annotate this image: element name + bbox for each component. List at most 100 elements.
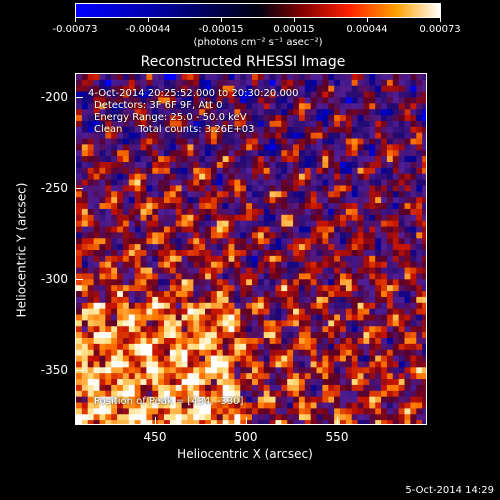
heatmap-cell — [334, 109, 341, 116]
heatmap-cell — [392, 115, 400, 122]
heatmap-cell — [222, 408, 230, 415]
heatmap-cell — [99, 226, 106, 233]
heatmap-cell — [398, 367, 406, 374]
heatmap-cell — [422, 156, 426, 163]
heatmap-cell — [146, 320, 153, 327]
heatmap-cell — [257, 349, 265, 357]
heatmap-cell — [269, 355, 276, 362]
colorbar — [75, 3, 441, 18]
heatmap-cell — [87, 162, 95, 169]
heatmap-cell — [304, 162, 312, 169]
colorbar-unit: (photons cm⁻² s⁻¹ asec⁻²) — [193, 37, 323, 48]
heatmap-cell — [222, 338, 230, 345]
heatmap-cell — [134, 349, 142, 357]
heatmap-cell — [134, 162, 142, 169]
heatmap-cell — [381, 379, 388, 386]
heatmap-cell — [181, 103, 188, 110]
heatmap-cell — [146, 203, 153, 210]
heatmap-cell — [404, 384, 411, 392]
heatmap-cell — [275, 120, 282, 128]
heatmap-cell — [381, 220, 388, 228]
heatmap-cell — [404, 214, 411, 222]
heatmap-cell — [222, 179, 230, 186]
heatmap-cell — [81, 97, 89, 104]
heatmap-cell — [252, 384, 259, 392]
heatmap-cell — [164, 302, 171, 310]
heatmap-cell — [228, 208, 235, 216]
heatmap-cell — [152, 349, 159, 357]
heatmap-cell — [381, 79, 388, 87]
heatmap-cell — [205, 332, 212, 339]
heatmap-cell — [281, 402, 288, 409]
heatmap-cell — [169, 238, 177, 245]
heatmap-cell — [205, 261, 212, 269]
heatmap-cell — [146, 79, 153, 87]
heatmap-cell — [351, 197, 359, 204]
heatmap-cell — [263, 332, 271, 339]
heatmap-cell — [287, 226, 294, 233]
heatmap-cell — [199, 74, 206, 81]
heatmap-cell — [404, 74, 411, 81]
heatmap-cell — [122, 214, 130, 222]
heatmap-cell — [169, 361, 177, 368]
heatmap-cell — [234, 320, 241, 327]
heatmap-cell — [87, 373, 95, 380]
heatmap-cell — [363, 291, 370, 298]
heatmap-cell — [369, 373, 376, 380]
heatmap-cell — [293, 203, 300, 210]
heatmap-cell — [134, 338, 142, 345]
heatmap-cell — [246, 267, 253, 274]
heatmap-cell — [128, 185, 136, 192]
heatmap-cell — [386, 150, 394, 157]
heatmap-cell — [246, 191, 253, 198]
heatmap-cell — [93, 103, 100, 110]
heatmap-cell — [340, 91, 347, 98]
heatmap-cell — [281, 320, 288, 327]
heatmap-cell — [416, 390, 423, 398]
heatmap-cell — [193, 126, 200, 134]
heatmap-cell — [281, 414, 288, 421]
heatmap-cell — [316, 379, 323, 386]
heatmap-cell — [345, 208, 353, 216]
heatmap-cell — [246, 373, 253, 380]
heatmap-cell — [416, 91, 423, 98]
heatmap-cell — [375, 314, 382, 321]
heatmap-cell — [281, 408, 288, 415]
heatmap-cell — [304, 414, 312, 421]
heatmap-cell — [158, 408, 165, 415]
heatmap-cell — [281, 244, 288, 251]
heatmap-cell — [169, 132, 177, 140]
heatmap-cell — [93, 244, 100, 251]
heatmap-cell — [246, 326, 253, 333]
heatmap-cell — [210, 150, 218, 157]
heatmap-cell — [205, 285, 212, 292]
heatmap-cell — [87, 408, 95, 415]
heatmap-cell — [310, 185, 318, 192]
heatmap-cell — [128, 191, 136, 198]
heatmap-cell — [234, 279, 241, 286]
heatmap-cell — [81, 296, 89, 304]
heatmap-cell — [228, 384, 235, 392]
colorbar-tick — [294, 18, 295, 22]
heatmap-cell — [152, 355, 159, 362]
heatmap-cell — [199, 349, 206, 357]
heatmap-cell — [381, 232, 388, 239]
heatmap-cell — [164, 162, 171, 169]
heatmap-cell — [404, 238, 411, 245]
heatmap-cell — [76, 173, 83, 181]
heatmap-cell — [158, 384, 165, 392]
heatmap-cell — [275, 208, 282, 216]
heatmap-cell — [322, 150, 329, 157]
heatmap-cell — [128, 197, 136, 204]
heatmap-cell — [416, 179, 423, 186]
heatmap-cell — [228, 162, 235, 169]
heatmap-cell — [404, 390, 411, 398]
heatmap-cell — [410, 103, 417, 110]
heatmap-cell — [316, 250, 323, 257]
heatmap-cell — [169, 308, 177, 316]
heatmap-cell — [369, 132, 376, 140]
heatmap-cell — [257, 296, 265, 304]
heatmap-cell — [398, 132, 406, 140]
heatmap-cell — [105, 414, 112, 421]
heatmap-cell — [269, 273, 276, 280]
